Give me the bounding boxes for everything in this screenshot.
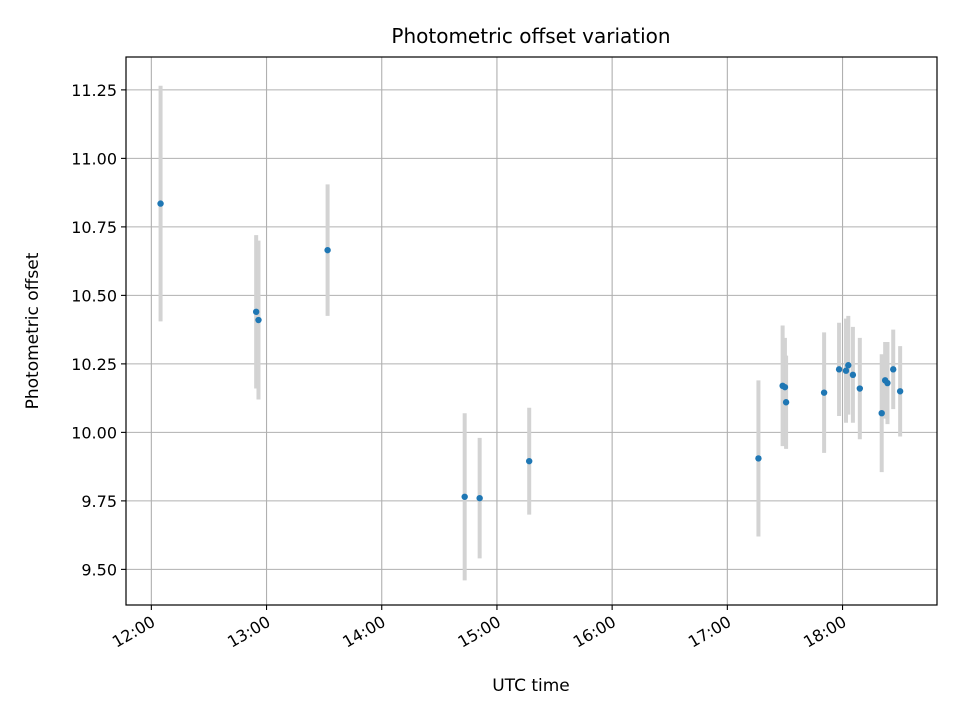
x-tick-label: 14:00 — [339, 612, 388, 652]
data-point — [896, 388, 904, 395]
errorbar-layer — [158, 85, 903, 581]
y-tick-label: 10.75 — [71, 218, 117, 237]
data-point — [255, 316, 262, 324]
x-tick-label: 15:00 — [455, 612, 504, 652]
grid-layer — [126, 57, 937, 605]
data-point — [461, 493, 468, 500]
y-tick-label: 10.50 — [71, 286, 117, 305]
data-point — [525, 457, 533, 465]
x-tick-label: 16:00 — [570, 612, 619, 652]
y-tick-label: 9.75 — [81, 492, 117, 511]
x-axis-title: UTC time — [492, 676, 570, 696]
data-point — [835, 366, 843, 373]
y-tick-label: 10.00 — [71, 423, 117, 442]
data-point — [781, 383, 789, 391]
y-tick-label: 11.25 — [71, 81, 117, 100]
x-tick-label: 18:00 — [800, 612, 849, 652]
tick-layer: 12:00 13:00 14:00 15:00 16:00 17:00 18:00 9.50 9… — [71, 81, 849, 652]
data-point — [820, 389, 828, 396]
y-axis-title: Photometric offset — [23, 252, 43, 409]
x-tick-label: 13:00 — [224, 612, 273, 652]
data-point — [842, 367, 850, 374]
x-tick-label: 17:00 — [685, 612, 734, 652]
point-layer — [157, 200, 904, 502]
data-point — [884, 379, 891, 387]
data-point — [856, 385, 864, 392]
data-point — [324, 246, 331, 254]
y-tick-label: 11.00 — [71, 149, 117, 168]
data-point — [845, 362, 852, 369]
data-point — [157, 200, 164, 207]
data-point — [252, 308, 260, 316]
plot-frame — [125, 56, 938, 606]
data-point — [782, 399, 790, 406]
y-tick-label: 9.50 — [81, 560, 117, 579]
data-point — [890, 366, 897, 373]
data-point — [476, 494, 483, 502]
y-tick-label: 10.25 — [71, 355, 117, 374]
data-point — [849, 371, 857, 379]
data-point — [878, 410, 885, 417]
chart-title: Photometric offset variation — [391, 24, 670, 48]
data-point — [755, 455, 762, 462]
x-tick-label: 12:00 — [109, 612, 158, 652]
